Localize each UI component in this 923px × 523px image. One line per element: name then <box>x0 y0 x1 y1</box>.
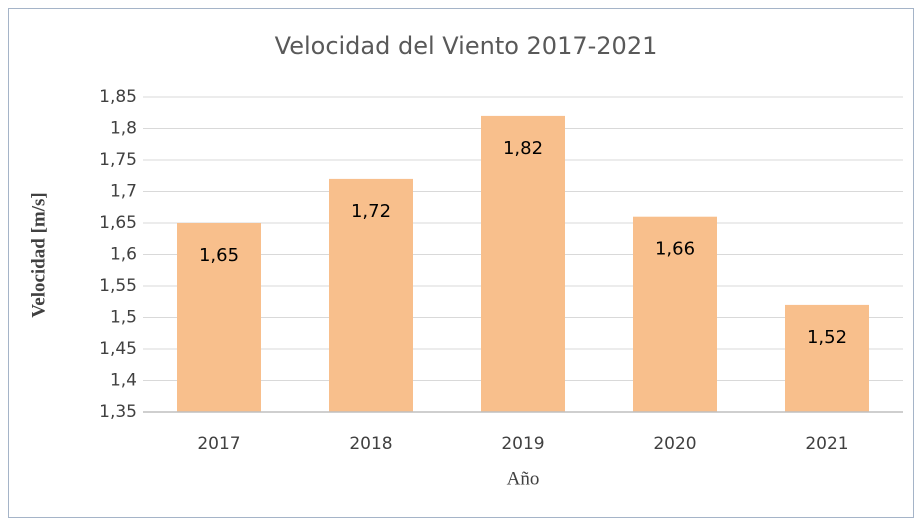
data-label: 1,52 <box>807 327 847 348</box>
y-tick-label: 1,75 <box>99 150 137 170</box>
y-tick-label: 1,45 <box>99 339 137 359</box>
chart-title: Velocidad del Viento 2017-2021 <box>275 32 658 60</box>
bar <box>329 178 413 412</box>
y-tick-label: 1,8 <box>110 119 137 139</box>
x-tick-label: 2019 <box>501 434 544 454</box>
x-tick-label: 2021 <box>805 434 848 454</box>
x-tick-label: 2020 <box>653 434 696 454</box>
y-tick-label: 1,5 <box>110 308 137 328</box>
y-tick-label: 1,7 <box>110 182 137 202</box>
data-label: 1,72 <box>351 201 391 222</box>
x-axis-label: Año <box>507 468 540 489</box>
y-tick-label: 1,85 <box>99 87 137 107</box>
data-label: 1,65 <box>199 245 239 266</box>
y-tick-label: 1,35 <box>99 402 137 422</box>
y-tick-label: 1,55 <box>99 276 137 296</box>
data-label: 1,66 <box>655 239 695 260</box>
bar <box>481 115 565 413</box>
y-axis-label: Velocidad [m/s] <box>28 192 49 317</box>
chart-frame <box>8 8 914 518</box>
bar <box>785 304 869 412</box>
x-tick-label: 2017 <box>197 434 240 454</box>
bar <box>177 223 261 412</box>
data-label: 1,82 <box>503 138 543 159</box>
y-tick-label: 1,4 <box>110 371 137 391</box>
y-tick-label: 1,65 <box>99 213 137 233</box>
y-tick-label: 1,6 <box>110 245 137 265</box>
x-tick-label: 2018 <box>349 434 392 454</box>
bar <box>633 216 717 412</box>
